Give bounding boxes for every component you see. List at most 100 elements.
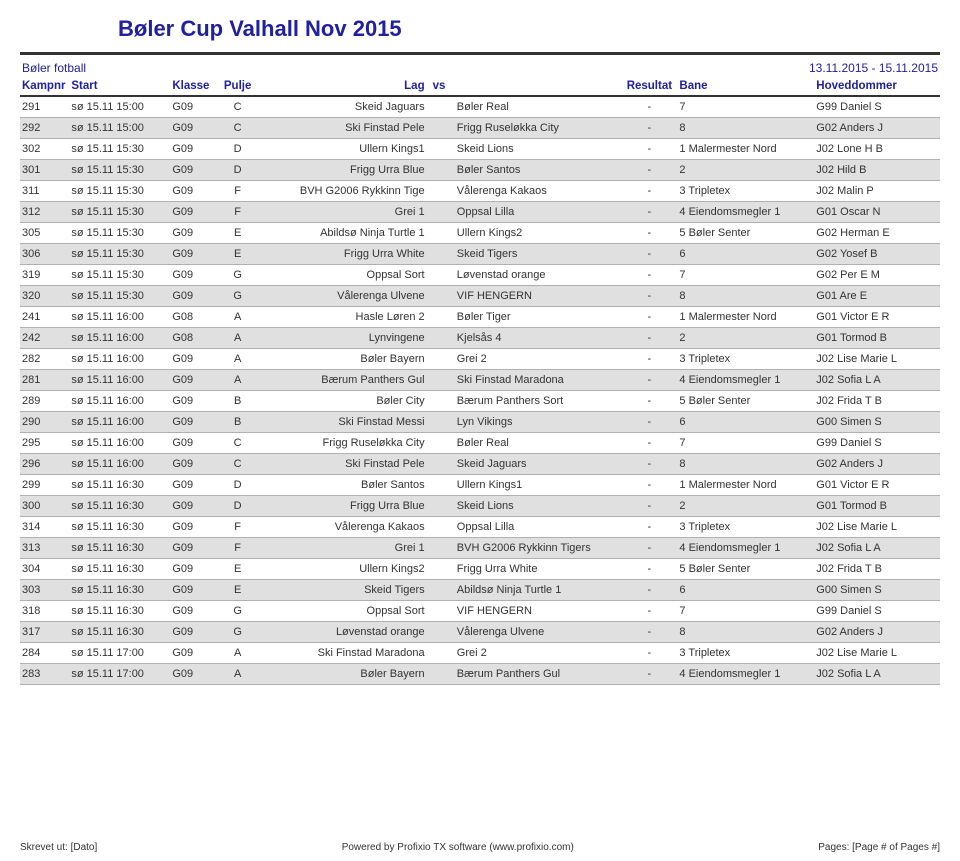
cell-res: - xyxy=(621,160,677,181)
cell-ref: J02 Malin P xyxy=(814,181,940,202)
cell-vs xyxy=(431,118,451,139)
cell-pulje: G xyxy=(215,622,260,643)
cell-kampnr: 311 xyxy=(20,181,69,202)
cell-kampnr: 305 xyxy=(20,223,69,244)
table-row: 282sø 15.11 16:00G09ABøler BayernGrei 2-… xyxy=(20,349,940,370)
cell-klasse: G09 xyxy=(170,391,215,412)
cell-home: Hasle Løren 2 xyxy=(260,307,431,328)
cell-start: sø 15.11 15:30 xyxy=(69,202,170,223)
table-row: 320sø 15.11 15:30G09GVålerenga UlveneVIF… xyxy=(20,286,940,307)
cell-vs xyxy=(431,454,451,475)
table-row: 306sø 15.11 15:30G09EFrigg Urra WhiteSke… xyxy=(20,244,940,265)
cell-res: - xyxy=(621,96,677,118)
cell-vs xyxy=(431,580,451,601)
cell-start: sø 15.11 15:30 xyxy=(69,160,170,181)
cell-kampnr: 295 xyxy=(20,433,69,454)
cell-away: Frigg Urra White xyxy=(451,559,622,580)
cell-pulje: G xyxy=(215,286,260,307)
cell-klasse: G09 xyxy=(170,202,215,223)
cell-ref: J02 Frida T B xyxy=(814,559,940,580)
table-row: 289sø 15.11 16:00G09BBøler CityBærum Pan… xyxy=(20,391,940,412)
table-row: 319sø 15.11 15:30G09GOppsal SortLøvensta… xyxy=(20,265,940,286)
cell-start: sø 15.11 15:30 xyxy=(69,223,170,244)
cell-pulje: F xyxy=(215,181,260,202)
table-row: 302sø 15.11 15:30G09DUllern Kings1Skeid … xyxy=(20,139,940,160)
footer-center: Powered by Profixio TX software (www.pro… xyxy=(342,842,574,853)
cell-away: Skeid Tigers xyxy=(451,244,622,265)
cell-home: Frigg Ruseløkka City xyxy=(260,433,431,454)
cell-start: sø 15.11 16:00 xyxy=(69,349,170,370)
cell-res: - xyxy=(621,622,677,643)
cell-home: Abildsø Ninja Turtle 1 xyxy=(260,223,431,244)
cell-bane: 2 xyxy=(677,160,814,181)
cell-res: - xyxy=(621,328,677,349)
cell-kampnr: 296 xyxy=(20,454,69,475)
cell-ref: G01 Are E xyxy=(814,286,940,307)
cell-kampnr: 303 xyxy=(20,580,69,601)
cell-away: Vålerenga Ulvene xyxy=(451,622,622,643)
cell-ref: G02 Anders J xyxy=(814,454,940,475)
cell-bane: 7 xyxy=(677,433,814,454)
col-kampnr: Kampnr xyxy=(20,77,69,96)
cell-home: Løvenstad orange xyxy=(260,622,431,643)
table-row: 300sø 15.11 16:30G09DFrigg Urra BlueSkei… xyxy=(20,496,940,517)
cell-home: Bøler Bayern xyxy=(260,664,431,685)
cell-pulje: A xyxy=(215,349,260,370)
table-row: 305sø 15.11 15:30G09EAbildsø Ninja Turtl… xyxy=(20,223,940,244)
cell-start: sø 15.11 15:30 xyxy=(69,286,170,307)
cell-bane: 6 xyxy=(677,412,814,433)
col-klasse: Klasse xyxy=(170,77,215,96)
cell-away: Lyn Vikings xyxy=(451,412,622,433)
cell-start: sø 15.11 15:30 xyxy=(69,244,170,265)
cell-res: - xyxy=(621,643,677,664)
cell-pulje: C xyxy=(215,454,260,475)
cell-vs xyxy=(431,643,451,664)
cell-home: Skeid Jaguars xyxy=(260,96,431,118)
cell-ref: G02 Per E M xyxy=(814,265,940,286)
cell-pulje: D xyxy=(215,160,260,181)
cell-klasse: G09 xyxy=(170,643,215,664)
cell-klasse: G09 xyxy=(170,244,215,265)
cell-ref: J02 Lise Marie L xyxy=(814,643,940,664)
col-vs: vs xyxy=(431,77,451,96)
cell-kampnr: 300 xyxy=(20,496,69,517)
cell-bane: 3 Tripletex xyxy=(677,181,814,202)
cell-home: Bøler City xyxy=(260,391,431,412)
cell-home: Vålerenga Ulvene xyxy=(260,286,431,307)
cell-res: - xyxy=(621,118,677,139)
cell-klasse: G09 xyxy=(170,454,215,475)
table-row: 318sø 15.11 16:30G09GOppsal SortVIF HENG… xyxy=(20,601,940,622)
cell-res: - xyxy=(621,559,677,580)
cell-away: Kjelsås 4 xyxy=(451,328,622,349)
cell-start: sø 15.11 17:00 xyxy=(69,643,170,664)
cell-res: - xyxy=(621,412,677,433)
cell-res: - xyxy=(621,601,677,622)
cell-start: sø 15.11 16:00 xyxy=(69,454,170,475)
cell-klasse: G09 xyxy=(170,286,215,307)
cell-klasse: G09 xyxy=(170,265,215,286)
cell-ref: J02 Hild B xyxy=(814,160,940,181)
cell-bane: 7 xyxy=(677,265,814,286)
cell-bane: 6 xyxy=(677,244,814,265)
cell-klasse: G09 xyxy=(170,559,215,580)
cell-bane: 7 xyxy=(677,96,814,118)
cell-bane: 1 Malermester Nord xyxy=(677,307,814,328)
cell-pulje: E xyxy=(215,244,260,265)
cell-res: - xyxy=(621,538,677,559)
cell-klasse: G09 xyxy=(170,601,215,622)
table-row: 284sø 15.11 17:00G09ASki Finstad Maradon… xyxy=(20,643,940,664)
col-pulje: Pulje xyxy=(215,77,260,96)
cell-bane: 1 Malermester Nord xyxy=(677,139,814,160)
table-row: 281sø 15.11 16:00G09ABærum Panthers GulS… xyxy=(20,370,940,391)
cell-pulje: A xyxy=(215,328,260,349)
cell-vs xyxy=(431,664,451,685)
cell-start: sø 15.11 15:30 xyxy=(69,265,170,286)
cell-kampnr: 306 xyxy=(20,244,69,265)
cell-klasse: G09 xyxy=(170,118,215,139)
cell-pulje: F xyxy=(215,202,260,223)
cell-res: - xyxy=(621,349,677,370)
cell-kampnr: 291 xyxy=(20,96,69,118)
cell-away: Frigg Ruseløkka City xyxy=(451,118,622,139)
cell-vs xyxy=(431,139,451,160)
cell-bane: 4 Eiendomsmegler 1 xyxy=(677,202,814,223)
